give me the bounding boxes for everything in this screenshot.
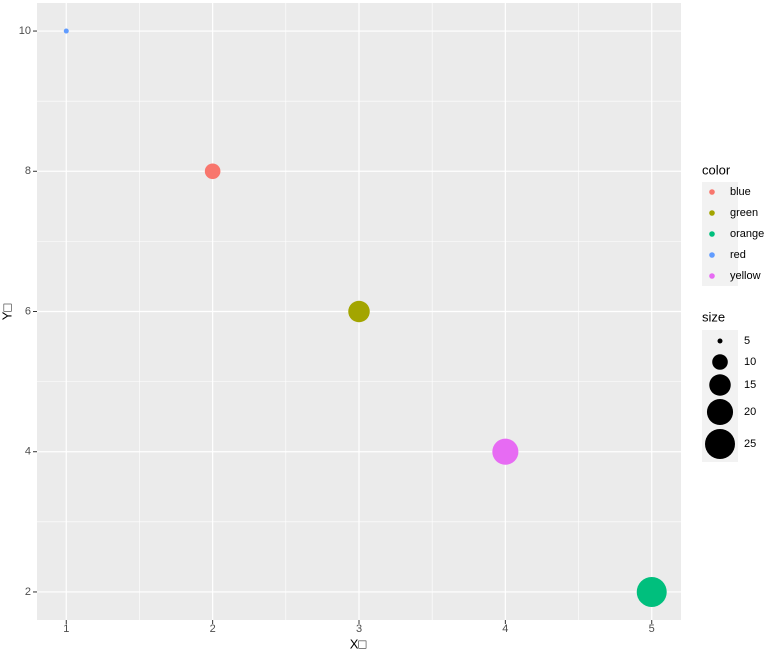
color-legend-title: color (702, 162, 731, 177)
y-tick-label: 8 (25, 165, 31, 177)
x-axis-title: X□ (350, 636, 367, 651)
legend-key (705, 429, 735, 459)
legend-label: 15 (744, 379, 756, 391)
legend-key (709, 252, 715, 258)
legend-label: green (730, 207, 758, 219)
y-tick-label: 10 (19, 25, 31, 37)
point (63, 28, 69, 34)
legend-key (706, 398, 734, 426)
point (636, 576, 667, 607)
legend-label: 5 (744, 335, 750, 347)
legend-key (709, 189, 715, 195)
legend-key (709, 374, 731, 396)
legend-label: 25 (744, 438, 756, 450)
point (348, 300, 370, 323)
legend-key-bg (702, 182, 738, 286)
legend-key (709, 231, 715, 237)
y-tick-label: 4 (25, 446, 31, 458)
legend-label: 10 (744, 356, 756, 368)
legend-key (709, 210, 715, 216)
point (204, 163, 221, 180)
legend-key (709, 273, 715, 279)
y-tick-label: 2 (25, 586, 31, 598)
x-tick-label: 1 (63, 623, 69, 635)
legend-key (717, 338, 723, 344)
legend-label: yellow (730, 270, 761, 282)
legend-key (712, 354, 728, 370)
legend-label: orange (730, 228, 764, 240)
legend-label: blue (730, 186, 751, 198)
x-tick-label: 5 (649, 623, 655, 635)
point (492, 438, 519, 465)
x-tick-label: 4 (502, 623, 508, 635)
legend-label: red (730, 249, 746, 261)
x-tick-label: 3 (356, 623, 362, 635)
size-legend-title: size (702, 309, 725, 324)
x-tick-label: 2 (210, 623, 216, 635)
y-axis-title: Y□ (0, 304, 14, 321)
legend-label: 20 (744, 406, 756, 418)
y-tick-label: 6 (25, 305, 31, 317)
